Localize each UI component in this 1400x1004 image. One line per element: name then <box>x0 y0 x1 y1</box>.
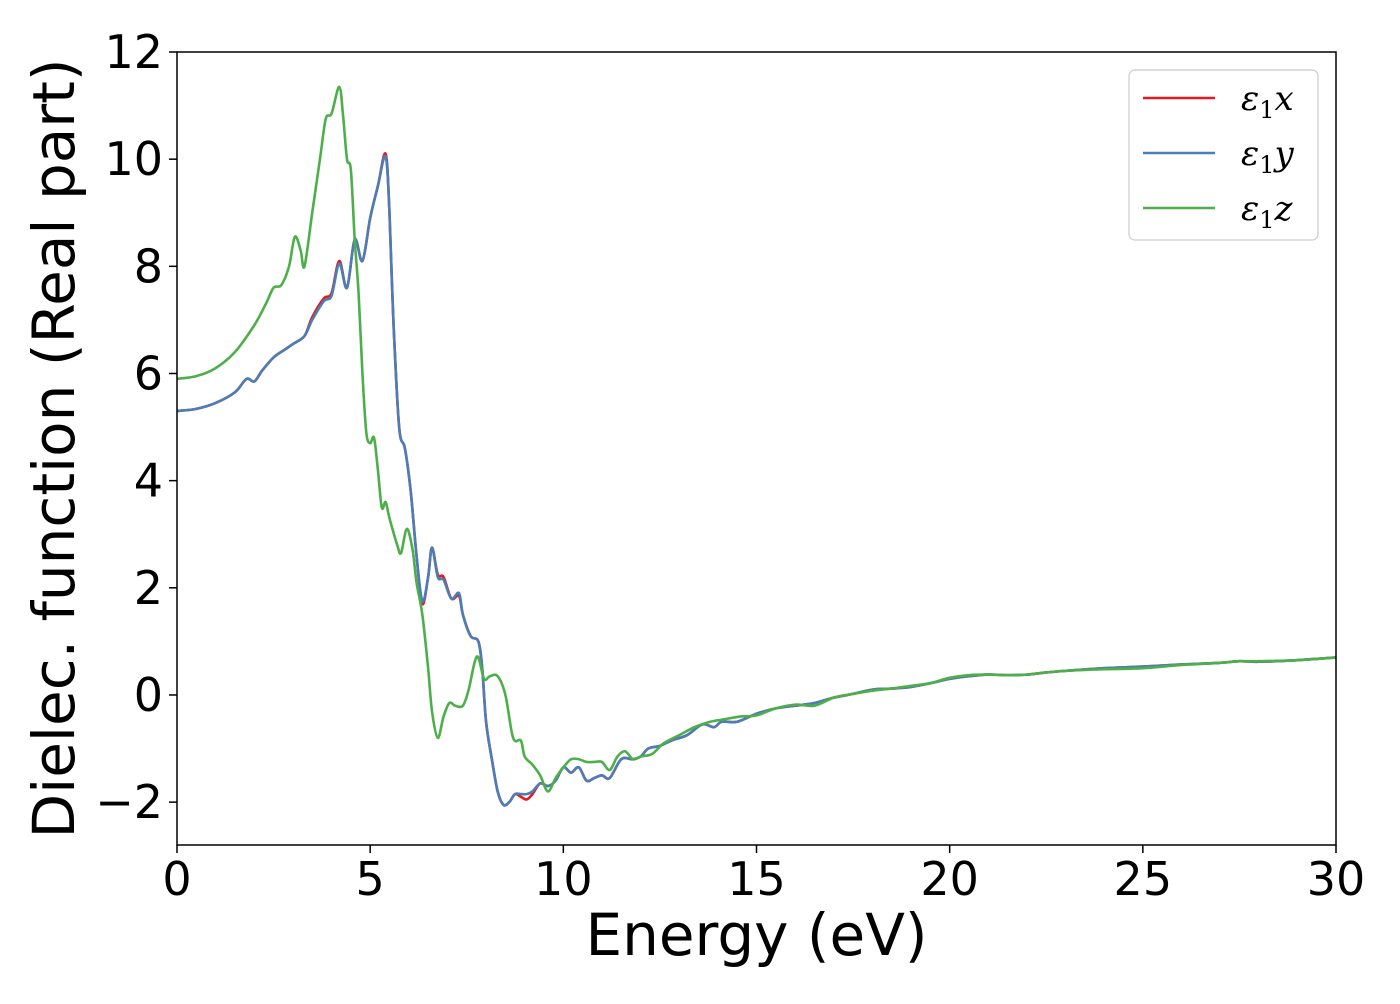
y-tick-label: 8 <box>134 239 163 293</box>
y-tick-label: 6 <box>134 346 163 400</box>
x-axis-ticks: 0 5 10 15 20 25 30 <box>162 845 1365 906</box>
x-tick-label: 10 <box>534 852 593 906</box>
y-tick-label: 2 <box>134 561 163 615</box>
x-tick-label: 20 <box>920 852 979 906</box>
y-tick-label: 4 <box>134 454 163 508</box>
y-tick-label: 12 <box>104 25 163 79</box>
y-axis-label: Dielec. function (Real part) <box>20 58 88 838</box>
legend-label: ε1y <box>1241 134 1295 179</box>
series-line-z <box>177 85 1336 793</box>
legend: ε1x ε1y ε1z <box>1128 69 1319 241</box>
x-tick-label: 0 <box>162 852 191 906</box>
y-tick-label: 0 <box>134 668 163 722</box>
legend-label: ε1x <box>1241 79 1294 124</box>
x-tick-label: 15 <box>727 852 786 906</box>
x-tick-label: 30 <box>1307 852 1366 906</box>
x-tick-label: 5 <box>356 852 385 906</box>
y-tick-label: −2 <box>95 775 163 829</box>
series-line-x <box>177 152 1336 807</box>
x-tick-label: 25 <box>1114 852 1173 906</box>
series-line-y <box>177 154 1336 807</box>
y-axis-ticks: −2 0 2 4 6 8 10 12 <box>95 25 177 829</box>
legend-label: ε1z <box>1241 189 1294 234</box>
legend-box <box>1128 69 1319 241</box>
y-tick-label: 10 <box>104 132 163 186</box>
series-layer <box>177 85 1336 807</box>
x-axis-label: Energy (eV) <box>585 901 927 969</box>
